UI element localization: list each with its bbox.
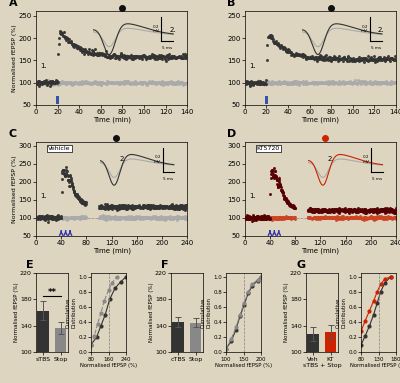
Text: B: B — [226, 0, 235, 8]
Text: 2.: 2. — [378, 27, 384, 33]
Bar — [265, 96, 268, 104]
Text: 2.: 2. — [169, 27, 176, 33]
X-axis label: Time (min): Time (min) — [301, 116, 339, 123]
Y-axis label: Cumulative
Distribution: Cumulative Distribution — [336, 297, 347, 328]
Text: 2.: 2. — [119, 156, 126, 162]
X-axis label: Time (min): Time (min) — [93, 247, 131, 254]
Text: A: A — [9, 0, 17, 8]
Text: KT5720: KT5720 — [257, 146, 280, 151]
X-axis label: sTBS + Stop: sTBS + Stop — [302, 363, 341, 368]
Y-axis label: Cumulative
Distribution: Cumulative Distribution — [66, 297, 77, 328]
Text: 1.: 1. — [249, 62, 256, 69]
Y-axis label: Normalised fEPSP (%): Normalised fEPSP (%) — [148, 283, 154, 342]
Text: 1.: 1. — [249, 193, 256, 199]
Text: 1.: 1. — [40, 62, 47, 69]
Y-axis label: Cumulative
Distribution: Cumulative Distribution — [201, 297, 212, 328]
Text: 2.: 2. — [328, 156, 334, 162]
X-axis label: Time (min): Time (min) — [301, 247, 339, 254]
Text: 1.: 1. — [40, 193, 47, 199]
X-axis label: Normalised fEPSP (%): Normalised fEPSP (%) — [215, 363, 272, 368]
Text: E: E — [26, 260, 34, 270]
Text: F: F — [162, 260, 169, 270]
X-axis label: Normalised fEPSP (%): Normalised fEPSP (%) — [80, 363, 137, 368]
Y-axis label: Normalised fEPSP (%): Normalised fEPSP (%) — [12, 155, 17, 223]
Y-axis label: Normalised fEPSP (%): Normalised fEPSP (%) — [284, 283, 288, 342]
Bar — [56, 96, 59, 104]
Text: G: G — [296, 260, 306, 270]
Bar — [38, 311, 49, 352]
Text: **: ** — [47, 288, 56, 297]
Y-axis label: Normalised fEPSP (%): Normalised fEPSP (%) — [14, 283, 18, 342]
Text: D: D — [226, 129, 236, 139]
Bar — [172, 322, 184, 352]
Text: Vehicle: Vehicle — [48, 146, 71, 151]
X-axis label: Time (min): Time (min) — [93, 116, 131, 123]
Bar — [308, 334, 319, 352]
Y-axis label: Normalised fEPSP (%): Normalised fEPSP (%) — [12, 25, 17, 92]
Text: C: C — [9, 129, 17, 139]
Bar — [190, 322, 201, 352]
Bar — [325, 332, 336, 352]
X-axis label: Normalised fEPSP (%): Normalised fEPSP (%) — [350, 363, 400, 368]
Bar — [55, 328, 66, 352]
